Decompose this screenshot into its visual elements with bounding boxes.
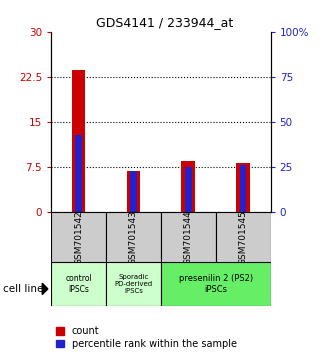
FancyBboxPatch shape	[51, 212, 106, 262]
FancyBboxPatch shape	[106, 212, 161, 262]
Text: GSM701544: GSM701544	[184, 210, 193, 264]
FancyBboxPatch shape	[51, 262, 106, 306]
Bar	[236, 163, 250, 212]
Text: GSM701545: GSM701545	[239, 210, 248, 265]
Bar	[130, 171, 137, 212]
Polygon shape	[42, 283, 48, 295]
FancyBboxPatch shape	[161, 212, 216, 262]
Text: cell line: cell line	[3, 284, 44, 293]
Text: GSM701542: GSM701542	[74, 210, 83, 264]
Text: GSM701543: GSM701543	[129, 210, 138, 265]
Bar	[72, 70, 85, 212]
Bar	[182, 161, 195, 212]
FancyBboxPatch shape	[161, 262, 271, 306]
Bar	[240, 165, 247, 212]
Text: control
IPSCs: control IPSCs	[65, 274, 92, 294]
FancyBboxPatch shape	[106, 262, 161, 306]
FancyBboxPatch shape	[216, 212, 271, 262]
Text: GDS4141 / 233944_at: GDS4141 / 233944_at	[96, 16, 234, 29]
Bar	[75, 135, 82, 212]
Legend: count, percentile rank within the sample: count, percentile rank within the sample	[56, 326, 237, 349]
Bar	[185, 167, 192, 212]
Bar	[127, 171, 140, 212]
Text: presenilin 2 (PS2)
iPSCs: presenilin 2 (PS2) iPSCs	[179, 274, 253, 294]
Text: Sporadic
PD-derived
iPSCs: Sporadic PD-derived iPSCs	[115, 274, 152, 294]
